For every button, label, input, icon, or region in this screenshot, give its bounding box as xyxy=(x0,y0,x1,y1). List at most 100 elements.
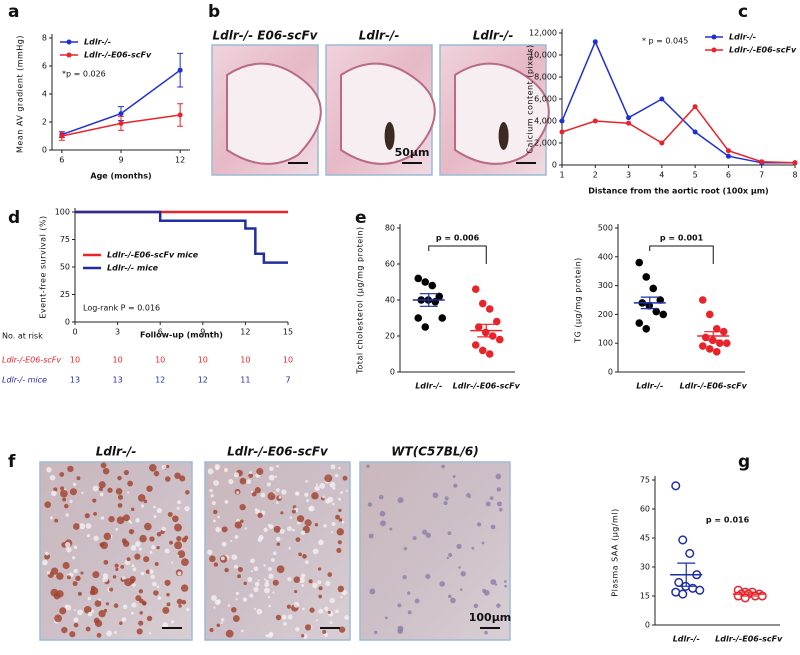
cell xyxy=(176,506,180,510)
cell xyxy=(127,480,134,487)
cell xyxy=(210,494,214,498)
cell xyxy=(483,589,490,596)
legend-marker xyxy=(711,34,717,40)
cell xyxy=(301,583,304,587)
data-point xyxy=(428,281,437,290)
x-tick-label: 9 xyxy=(200,328,205,337)
data-point xyxy=(431,298,440,306)
cell xyxy=(315,483,318,486)
data-point xyxy=(471,341,480,349)
cell xyxy=(51,490,57,497)
cell xyxy=(176,535,182,542)
y-tick-label: 8 xyxy=(42,34,47,43)
y-tick-label: 100 xyxy=(598,339,613,348)
data-point xyxy=(705,345,714,353)
scale-bar-label: 100μm xyxy=(469,611,512,624)
cell xyxy=(177,554,180,557)
y-tick-label: 0 xyxy=(645,621,650,630)
cell xyxy=(344,615,350,620)
cell xyxy=(425,574,431,580)
cell xyxy=(233,564,238,569)
cell xyxy=(94,619,103,628)
cell xyxy=(150,574,155,579)
cell xyxy=(254,487,261,494)
cell xyxy=(56,572,64,580)
cell xyxy=(302,607,305,611)
cell xyxy=(327,496,334,503)
cell xyxy=(66,575,71,580)
cell xyxy=(250,490,254,494)
cell xyxy=(130,507,135,512)
cell xyxy=(273,525,281,533)
data-point xyxy=(438,314,447,322)
cell xyxy=(269,466,274,472)
image-label: Ldlr-/- xyxy=(96,445,137,459)
at-risk-count: 12 xyxy=(155,376,165,385)
cell xyxy=(73,568,78,574)
at-risk-count: 10 xyxy=(283,356,293,365)
cell xyxy=(241,629,244,633)
y-tick-label: 4 xyxy=(42,90,47,99)
y-tick-label: 8,000 xyxy=(534,73,557,82)
cell xyxy=(142,602,147,606)
cell xyxy=(254,581,260,587)
cell xyxy=(177,550,186,559)
panel-letter: g xyxy=(738,452,750,472)
cell xyxy=(389,527,393,531)
cell xyxy=(476,522,482,527)
y-tick-label: 6,000 xyxy=(534,95,557,104)
x-tick-label: 6 xyxy=(59,156,64,165)
sem-bar xyxy=(704,331,723,341)
cell xyxy=(61,626,68,634)
legend-label: Ldlr-/-E06-scFv xyxy=(729,46,797,55)
cell xyxy=(140,571,145,576)
cell xyxy=(220,621,223,624)
cell xyxy=(323,524,327,528)
cell xyxy=(329,597,335,604)
cell xyxy=(318,586,323,591)
cell xyxy=(79,523,86,530)
cell xyxy=(250,558,255,564)
cell xyxy=(214,463,221,470)
cell xyxy=(143,499,148,504)
cell xyxy=(94,600,102,607)
cell xyxy=(235,598,238,601)
cell xyxy=(275,614,282,621)
cell xyxy=(224,567,229,573)
cell xyxy=(98,610,106,618)
cell xyxy=(323,632,328,637)
cell xyxy=(139,611,143,615)
cell xyxy=(256,467,264,476)
calcification xyxy=(498,122,509,150)
cell xyxy=(367,502,373,507)
cell xyxy=(220,556,225,561)
cell xyxy=(458,566,461,569)
cell xyxy=(69,631,76,638)
y-tick-label: 20 xyxy=(385,332,395,341)
cell xyxy=(384,616,388,620)
cell xyxy=(504,580,507,583)
cell xyxy=(232,615,240,622)
cell xyxy=(221,526,228,533)
cell xyxy=(366,464,370,468)
cell xyxy=(298,552,302,557)
series-line xyxy=(561,39,795,164)
data-point xyxy=(659,140,665,146)
cell xyxy=(251,491,257,497)
y-tick-label: 12,000 xyxy=(529,29,557,38)
cell xyxy=(257,579,260,582)
at-risk-count: 13 xyxy=(113,376,123,385)
y-tick-label: 75 xyxy=(60,235,70,244)
cell xyxy=(211,501,216,506)
cell xyxy=(179,475,186,482)
cell xyxy=(93,535,99,541)
cell xyxy=(137,494,146,502)
cell xyxy=(112,575,117,579)
cell xyxy=(459,588,463,591)
panel-letter: a xyxy=(8,2,19,22)
cell xyxy=(114,563,119,568)
cell xyxy=(341,520,345,524)
cell xyxy=(342,475,348,481)
cell xyxy=(162,622,169,629)
cell xyxy=(132,567,137,572)
